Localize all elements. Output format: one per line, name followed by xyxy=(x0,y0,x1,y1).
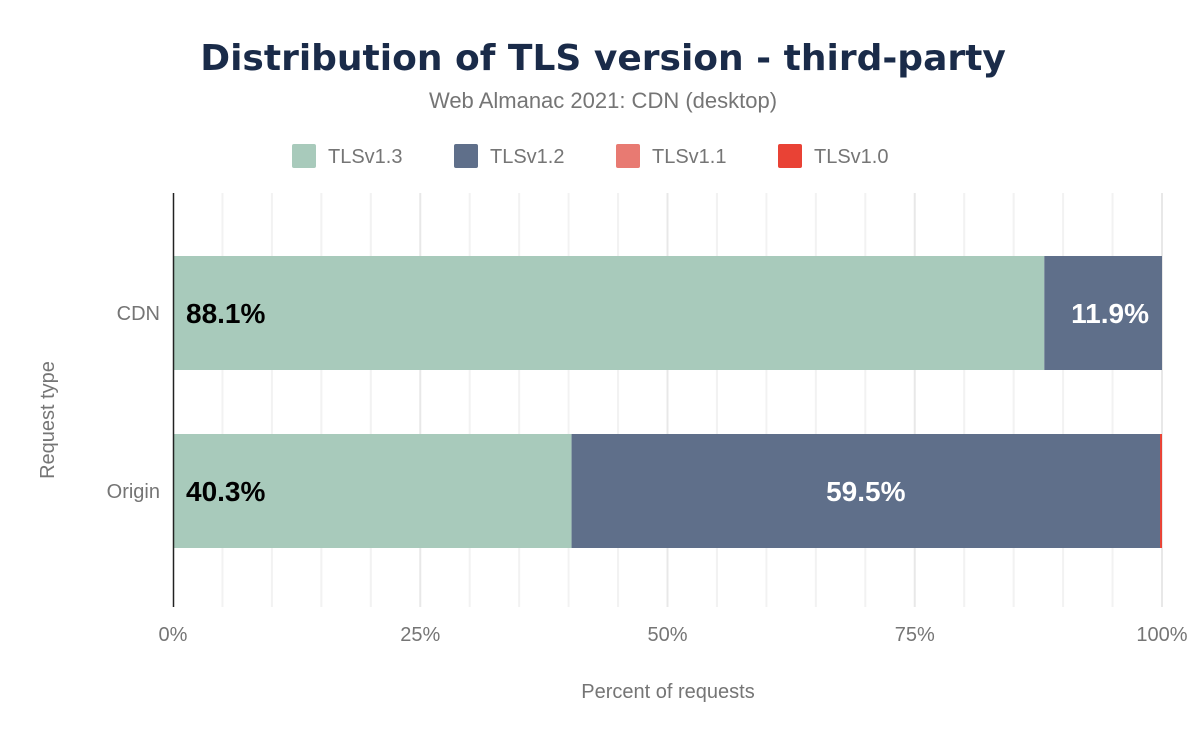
data-label: 11.9% xyxy=(1071,298,1149,329)
y-tick-label: CDN xyxy=(117,303,160,325)
legend: TLSv1.3 TLSv1.2 TLSv1.1 TLSv1.0 xyxy=(292,144,888,168)
y-axis-label: Request type xyxy=(37,361,59,479)
legend-label: TLSv1.3 xyxy=(328,146,402,168)
data-label: 88.1% xyxy=(186,298,265,329)
bar-segment xyxy=(1044,256,1162,370)
chart-subtitle: Web Almanac 2021: CDN (desktop) xyxy=(429,88,777,113)
x-tick-label: 75% xyxy=(895,624,935,646)
x-ticks: 0% 25% 50% 75% 100% xyxy=(159,624,1188,646)
y-ticks: CDN Origin xyxy=(107,303,160,503)
legend-swatch xyxy=(292,144,316,168)
bar-segment xyxy=(173,434,572,548)
x-tick-label: 100% xyxy=(1136,624,1187,646)
x-tick-label: 0% xyxy=(159,624,188,646)
legend-swatch xyxy=(454,144,478,168)
y-tick-label: Origin xyxy=(107,481,160,503)
bar-segment xyxy=(571,434,1161,548)
x-tick-label: 50% xyxy=(647,624,687,646)
legend-label: TLSv1.2 xyxy=(490,146,564,168)
legend-label: TLSv1.0 xyxy=(814,146,888,168)
bar-segment xyxy=(1160,434,1162,548)
data-label: 40.3% xyxy=(186,476,265,507)
data-label: 59.5% xyxy=(826,476,905,507)
bars: 88.1% 11.9% 40.3% 59.5% xyxy=(173,256,1162,548)
x-axis-label: Percent of requests xyxy=(581,681,754,703)
legend-label: TLSv1.1 xyxy=(652,146,726,168)
bar-segment xyxy=(173,256,1045,370)
legend-swatch xyxy=(778,144,802,168)
chart-title: Distribution of TLS version - third-part… xyxy=(200,38,1006,79)
legend-swatch xyxy=(616,144,640,168)
x-tick-label: 25% xyxy=(400,624,440,646)
